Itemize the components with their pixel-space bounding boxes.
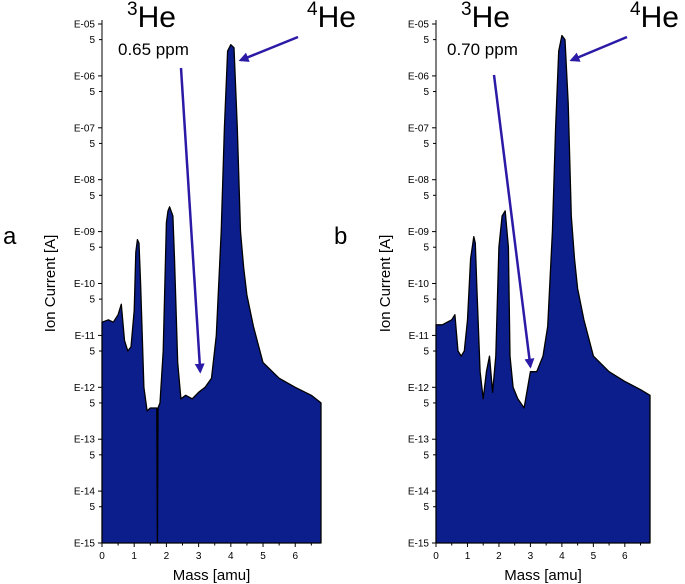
- panel-letter: a: [3, 223, 17, 250]
- abundance-label: 0.70 ppm: [447, 40, 518, 59]
- y-minor-tick-label: 5: [89, 139, 95, 150]
- y-minor-tick-label: 5: [423, 139, 429, 150]
- y-minor-tick-label: 5: [423, 191, 429, 202]
- y-tick-label: E-14: [74, 487, 96, 498]
- y-tick-label: E-06: [408, 71, 430, 82]
- y-tick-label: E-05: [408, 20, 430, 31]
- isotope-mass-number: 3: [461, 0, 472, 20]
- y-tick-label: E-09: [408, 227, 430, 238]
- y-tick-label: E-07: [74, 123, 96, 134]
- y-minor-tick-label: 5: [89, 243, 95, 254]
- x-tick-label: 1: [131, 551, 137, 562]
- x-tick-label: 5: [591, 551, 597, 562]
- panel-letter: b: [334, 223, 347, 250]
- chart-panel-a: E-15 5 E-14 5 E-13 5 E-12 5 E-11 5 E-10 5 E-09 5 E-08 5…: [3, 0, 356, 584]
- y-tick-label: E-06: [74, 71, 96, 82]
- isotope-label: 4He: [307, 0, 356, 34]
- x-tick-label: 0: [99, 551, 105, 562]
- isotope-symbol: He: [641, 1, 679, 34]
- spectrum-area: [101, 44, 322, 544]
- y-tick-label: E-13: [74, 435, 96, 446]
- isotope-label: 3He: [461, 0, 510, 34]
- y-tick-label: E-15: [408, 539, 430, 550]
- abundance-label: 0.65 ppm: [118, 40, 189, 59]
- x-tick-label: 6: [292, 551, 298, 562]
- isotope-mass-number: 4: [307, 0, 318, 20]
- x-tick-label: 0: [433, 551, 439, 562]
- annotation-arrow: [492, 74, 535, 369]
- isotope-label: 3He: [127, 0, 176, 34]
- y-minor-tick-label: 5: [423, 450, 429, 461]
- x-axis-label: Mass [amu]: [173, 567, 251, 584]
- chart-panel-b: E-15 5 E-14 5 E-13 5 E-12 5 E-11 5 E-10 5 E-09 5 E-08 5…: [334, 0, 679, 584]
- isotope-mass-number: 3: [127, 0, 138, 20]
- y-tick-label: E-05: [74, 20, 96, 31]
- y-minor-tick-label: 5: [423, 35, 429, 46]
- annotation-arrow: [569, 35, 628, 62]
- y-tick-label: E-14: [408, 487, 430, 498]
- y-minor-tick-label: 5: [89, 87, 95, 98]
- y-minor-tick-label: 5: [89, 35, 95, 46]
- y-axis-label: Ion Current [A]: [42, 235, 59, 333]
- annotation-arrow: [179, 67, 205, 374]
- isotope-symbol: He: [138, 1, 176, 34]
- x-tick-label: 2: [164, 551, 170, 562]
- x-axis-label: Mass [amu]: [504, 567, 582, 584]
- y-minor-tick-label: 5: [89, 191, 95, 202]
- y-tick-label: E-11: [409, 331, 430, 342]
- annotation-arrow: [238, 35, 299, 62]
- y-tick-label: E-10: [74, 279, 96, 290]
- y-tick-label: E-10: [408, 279, 430, 290]
- y-minor-tick-label: 5: [423, 347, 429, 358]
- isotope-symbol: He: [318, 1, 356, 34]
- y-minor-tick-label: 5: [89, 398, 95, 409]
- y-axis-label: Ion Current [A]: [377, 235, 394, 333]
- isotope-label: 4He: [630, 0, 679, 34]
- y-tick-label: E-12: [408, 383, 430, 394]
- x-tick-label: 4: [228, 551, 234, 562]
- x-tick-label: 3: [196, 551, 202, 562]
- y-tick-label: E-12: [74, 383, 96, 394]
- y-tick-label: E-07: [408, 123, 430, 134]
- x-tick-label: 5: [260, 551, 266, 562]
- y-tick-label: E-15: [74, 539, 96, 550]
- y-minor-tick-label: 5: [423, 87, 429, 98]
- isotope-mass-number: 4: [630, 0, 641, 20]
- spectrum-area: [435, 34, 651, 544]
- y-minor-tick-label: 5: [423, 295, 429, 306]
- y-tick-label: E-11: [75, 331, 96, 342]
- y-tick-label: E-09: [74, 227, 96, 238]
- y-minor-tick-label: 5: [89, 295, 95, 306]
- y-minor-tick-label: 5: [89, 502, 95, 513]
- y-minor-tick-label: 5: [423, 243, 429, 254]
- isotope-symbol: He: [472, 1, 510, 34]
- x-tick-label: 6: [622, 551, 628, 562]
- y-minor-tick-label: 5: [423, 502, 429, 513]
- x-tick-label: 3: [528, 551, 534, 562]
- y-tick-label: E-08: [74, 175, 96, 186]
- y-minor-tick-label: 5: [423, 398, 429, 409]
- x-tick-label: 2: [496, 551, 502, 562]
- y-tick-label: E-13: [408, 435, 430, 446]
- x-tick-label: 4: [559, 551, 565, 562]
- y-tick-label: E-08: [408, 175, 430, 186]
- y-minor-tick-label: 5: [89, 450, 95, 461]
- x-tick-label: 1: [465, 551, 471, 562]
- y-minor-tick-label: 5: [89, 347, 95, 358]
